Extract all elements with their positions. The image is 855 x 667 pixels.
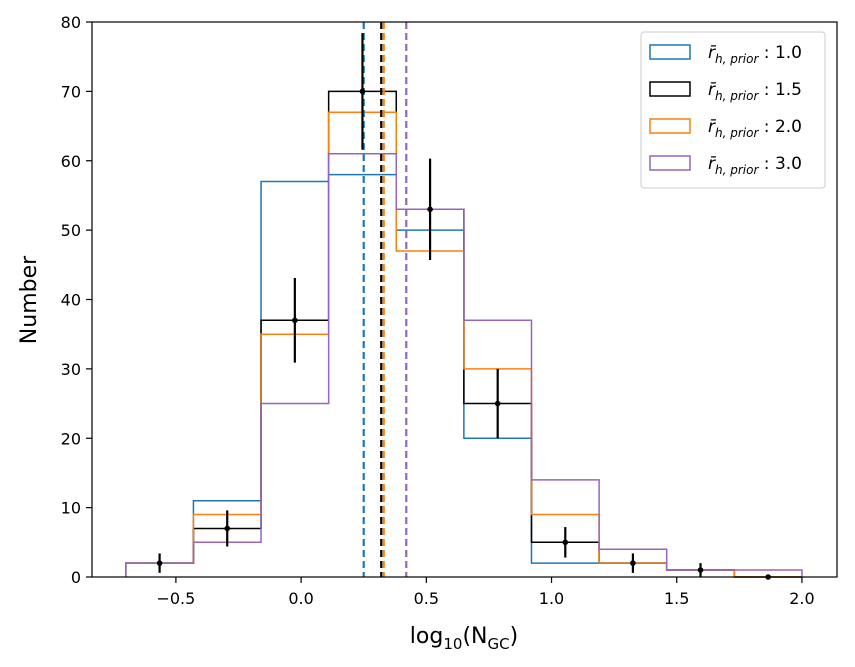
y-tick-label: 60	[61, 152, 81, 171]
errorbar-point	[427, 206, 433, 213]
y-tick-label: 10	[61, 499, 81, 518]
x-tick-label: 1.0	[539, 589, 564, 608]
y-tick-label: 0	[71, 568, 81, 587]
y-tick-label: 70	[61, 82, 81, 101]
legend-swatch-3	[649, 118, 691, 134]
errorbar-point	[494, 400, 501, 407]
errorbar-point	[359, 88, 366, 95]
legend-label-2: r̄h, prior : 1.5	[708, 80, 802, 103]
histogram-series-4	[125, 153, 803, 577]
y-tick-label: 80	[61, 13, 81, 32]
errorbar-point	[697, 567, 704, 573]
x-axis-label: log10(NGC)	[410, 624, 518, 653]
errorbar-point	[562, 539, 569, 546]
axis-ticks: −0.5 0.0 0.5 1.0 1.5 2.0 0 10 20 30 40 50 60 70 80	[61, 13, 815, 608]
errorbar-point	[156, 560, 163, 566]
y-tick-label: 30	[61, 360, 81, 379]
median-lines	[362, 22, 408, 577]
x-tick-label: 0.0	[288, 589, 313, 608]
legend: r̄h, prior : 1.0 r̄h, prior : 1.5 r̄h, pri…	[640, 31, 826, 189]
x-tick-label: −0.5	[156, 589, 195, 608]
y-tick-label: 50	[61, 221, 81, 240]
errorbar-point	[630, 560, 636, 566]
legend-label-3: r̄h, prior : 2.0	[708, 117, 802, 140]
error-bars	[156, 33, 771, 580]
y-tick-label: 40	[61, 291, 81, 310]
y-axis-label: Number	[17, 255, 42, 344]
legend-label-1: r̄h, prior : 1.0	[708, 43, 802, 66]
legend-label-4: r̄h, prior : 3.0	[708, 154, 802, 177]
errorbar-point	[292, 317, 298, 324]
x-tick-label: 1.5	[664, 589, 689, 608]
legend-frame	[640, 31, 826, 189]
legend-swatch-4	[649, 155, 691, 171]
x-tick-label: 0.5	[414, 589, 439, 608]
legend-swatch-1	[649, 44, 691, 60]
errorbar-point	[224, 525, 231, 532]
y-tick-label: 20	[61, 429, 81, 448]
legend-swatch-2	[649, 81, 691, 97]
x-tick-label: 2.0	[789, 589, 814, 608]
